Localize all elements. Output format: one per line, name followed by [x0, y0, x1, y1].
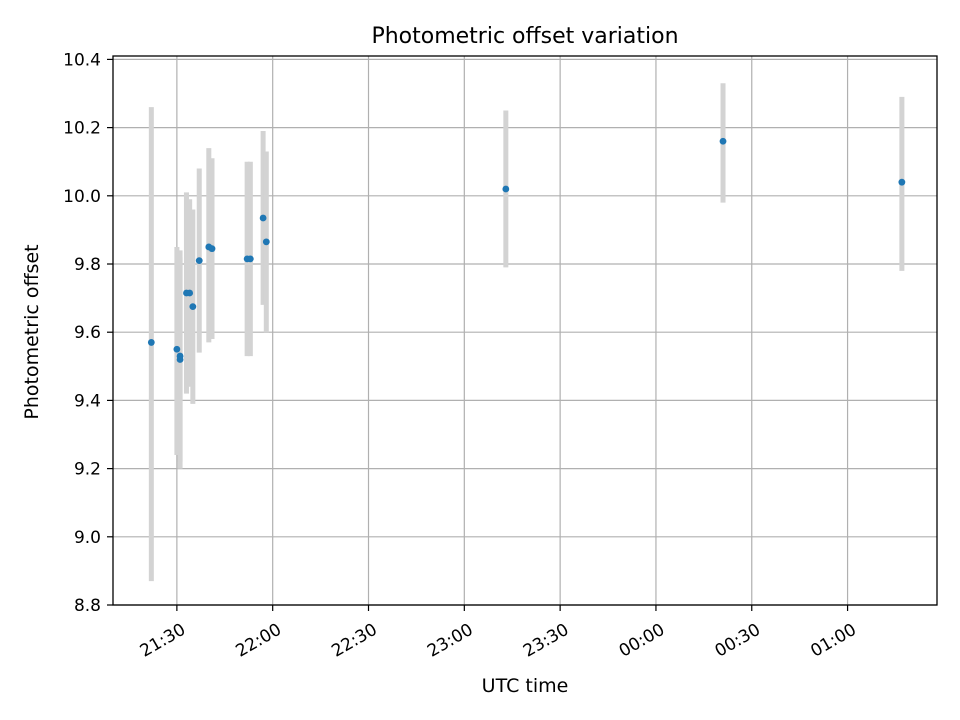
x-tick-label: 01:00 [807, 620, 859, 662]
data-point [246, 255, 254, 263]
x-tick-label: 21:30 [137, 620, 189, 662]
data-point [259, 214, 267, 222]
chart-title: Photometric offset variation [371, 24, 678, 49]
data-point [147, 339, 155, 346]
y-tick-label: 9.2 [74, 460, 101, 480]
data-point [186, 289, 194, 297]
y-tick-label: 8.8 [74, 596, 101, 616]
y-tick-label: 9.4 [74, 391, 101, 411]
data-point [189, 303, 197, 311]
data-point [176, 356, 184, 363]
y-tick-label: 10.4 [63, 50, 101, 70]
x-tick-label: 23:30 [520, 620, 572, 662]
grid-lines [113, 56, 937, 606]
y-tick-label: 9.0 [74, 528, 101, 548]
x-tick-label: 22:30 [328, 620, 380, 662]
plot-frame [112, 55, 938, 606]
data-point [208, 245, 216, 253]
data-point [502, 185, 510, 193]
x-tick-label: 00:00 [616, 620, 668, 662]
y-tick-label: 9.6 [74, 323, 101, 343]
data-point [898, 178, 906, 186]
y-tick-label: 10.0 [63, 187, 101, 207]
x-axis-ticks: 21:30 22:00 22:30 23:00 23:30 00:00 00:30 01:00 [137, 605, 860, 662]
data-points [147, 137, 906, 363]
data-point [195, 257, 203, 264]
x-tick-label: 22:00 [233, 620, 285, 662]
data-point [173, 345, 181, 353]
x-tick-label: 00:30 [712, 620, 764, 662]
data-point [719, 137, 727, 145]
x-tick-label: 23:00 [424, 620, 476, 662]
y-axis-label: Photometric offset [21, 244, 43, 419]
y-tick-label: 9.8 [74, 255, 101, 275]
data-point [262, 238, 270, 246]
y-tick-label: 10.2 [63, 119, 101, 139]
x-axis-label: UTC time [482, 675, 569, 697]
y-axis-ticks: 8.8 9.0 9.2 9.4 9.6 9.8 10.0 10.2 10.4 [63, 50, 113, 616]
